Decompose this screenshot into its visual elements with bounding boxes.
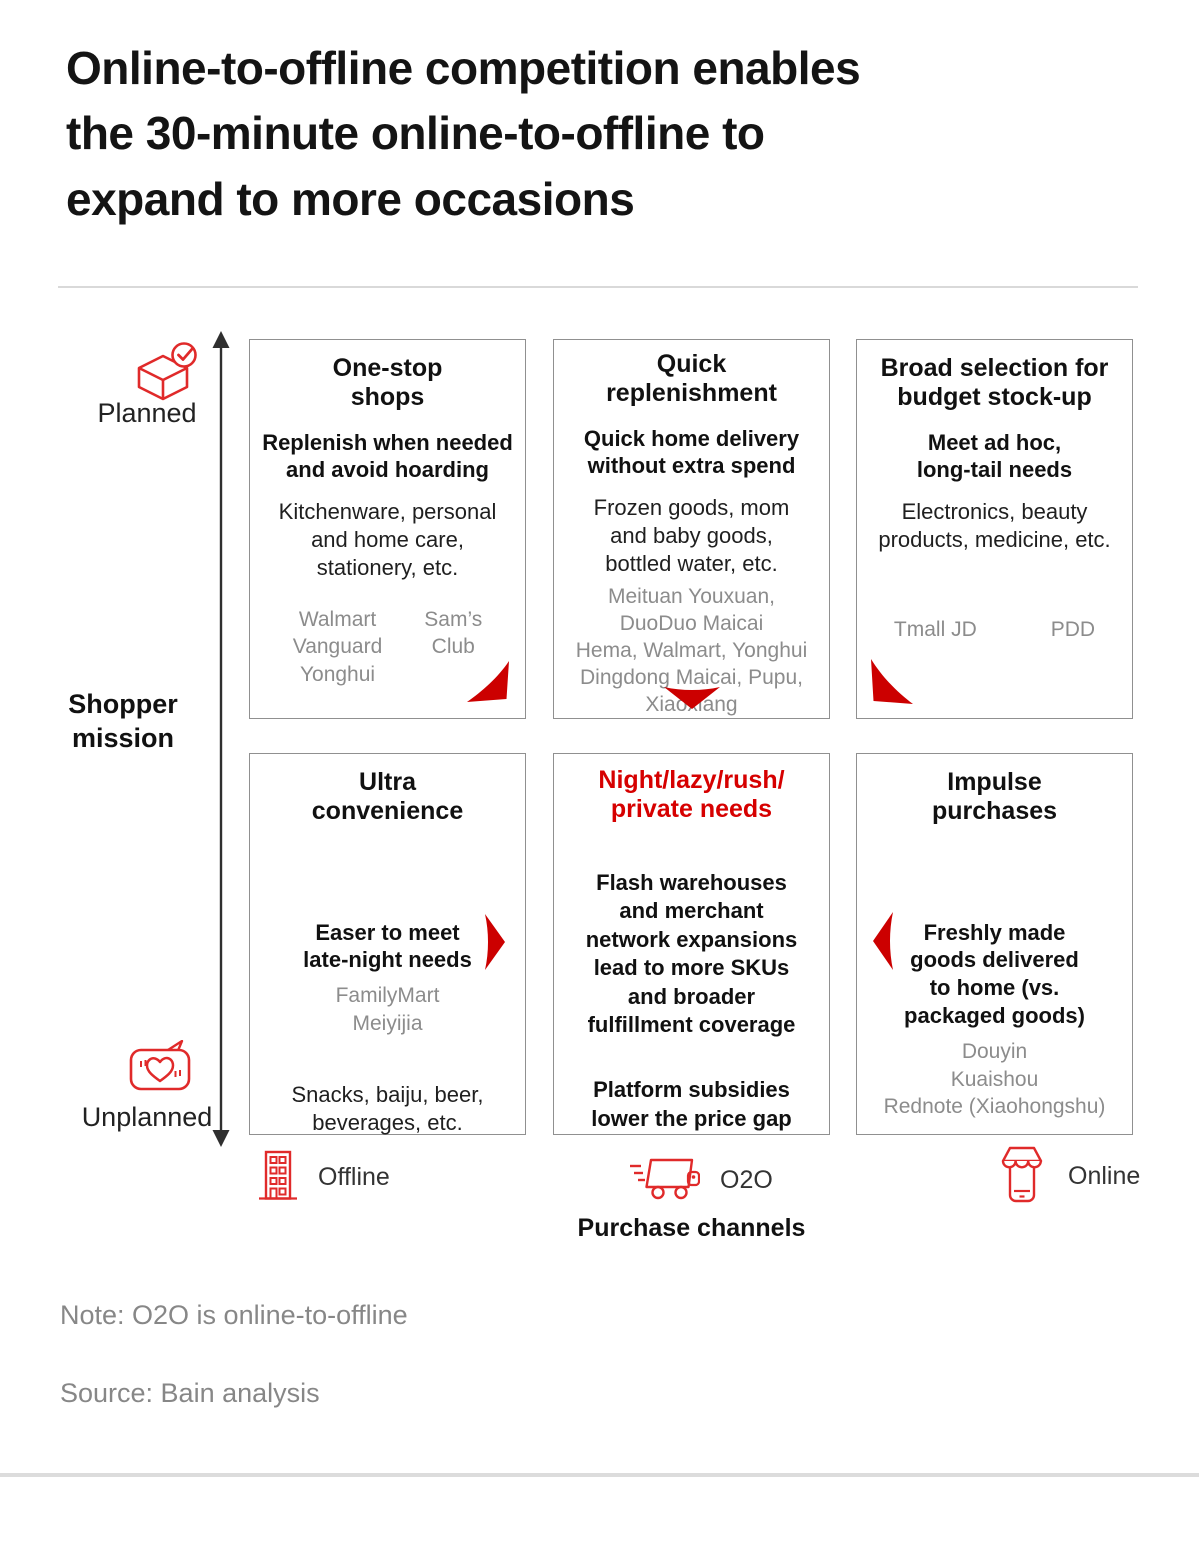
arrow-down-icon — [663, 687, 720, 714]
source-text: Source: Bain analysis — [60, 1378, 320, 1408]
matrix-box-impulse-purchases: Impulse purchases Freshly made goods del… — [856, 753, 1133, 1135]
arrow-down-left-icon — [869, 659, 915, 710]
box-brands: Meituan Youxuan, DuoDuo Maicai Hema, Wal… — [575, 585, 808, 716]
brands-column: Sam’s Club — [424, 608, 483, 659]
box-categories: Electronics, beauty products, medicine, … — [878, 499, 1111, 553]
impulse-bubble-heart-icon — [128, 1039, 196, 1107]
box-brands: FamilyMart Meiyijia — [335, 984, 440, 1035]
box-body-2: Platform subsidies lower the price gap — [591, 1077, 792, 1131]
box-benefit: Replenish when needed and avoid hoarding — [262, 429, 513, 483]
box-title: Broad selection for budget stock-up — [880, 354, 1109, 412]
box-categories: Kitchenware, personal and home care, sta… — [278, 499, 497, 581]
legend-online-label: Online — [1068, 1162, 1141, 1190]
box-brands: Walmart Vanguard Yonghui Sam’s Club — [250, 606, 525, 688]
box-benefit: Quick home delivery without extra spend — [583, 425, 800, 479]
shopper-mission-axis-arrow — [207, 331, 235, 1152]
box-benefit: Freshly made goods delivered to home (vs… — [904, 919, 1085, 1029]
building-icon — [258, 1150, 298, 1205]
box-body-1: Flash warehouses and merchant network ex… — [585, 869, 798, 1038]
axis-unplanned-label: Unplanned — [81, 1102, 213, 1132]
brands-column: Walmart Vanguard Yonghui — [292, 608, 383, 686]
top-divider — [58, 286, 1138, 288]
box-title: One-stop shops — [332, 354, 443, 412]
legend-o2o-label: O2O — [720, 1166, 773, 1194]
note-text: Note: O2O is online-to-offline — [60, 1300, 408, 1330]
matrix-box-quick-replenishment: Quick replenishment Quick home delivery … — [553, 339, 830, 719]
box-benefit: Easer to meet late-night needs — [303, 919, 472, 973]
arrow-down-right-icon — [465, 661, 511, 708]
legend-online: Online — [996, 1144, 1140, 1209]
matrix-box-one-stop-shops: One-stop shops Replenish when needed and… — [249, 339, 526, 719]
axis-title: Shopper mission — [68, 689, 178, 753]
brands-column: Tmall JD — [893, 618, 977, 642]
box-title-red: Night/lazy/rush/ private needs — [598, 766, 785, 824]
matrix-box-ultra-convenience: Ultra convenience Easer to meet late-nig… — [249, 753, 526, 1135]
brands-column: PDD — [1050, 618, 1096, 642]
matrix-box-night-lazy-rush: Night/lazy/rush/ private needs Flash war… — [553, 753, 830, 1135]
storefront-phone-icon — [996, 1144, 1048, 1209]
box-brands: Douyin Kuaishou Rednote (Xiaohongshu) — [883, 1040, 1106, 1118]
box-check-icon — [126, 342, 200, 409]
box-categories: Snacks, baiju, beer, beverages, etc. — [291, 1081, 484, 1135]
arrow-left-icon — [873, 912, 893, 975]
page-title: Online-to-offline competition enables th… — [66, 42, 861, 225]
box-title: Ultra convenience — [311, 768, 464, 826]
axis-planned-label: Planned — [97, 398, 197, 428]
legend-offline: Offline — [258, 1150, 390, 1205]
box-benefit: Meet ad hoc, long-tail needs — [916, 429, 1073, 483]
delivery-truck-icon — [628, 1154, 701, 1207]
legend-o2o: O2O — [628, 1154, 773, 1207]
bottom-divider — [0, 1473, 1199, 1477]
arrow-right-icon — [485, 914, 505, 975]
x-axis-title: Purchase channels — [577, 1214, 806, 1242]
box-brands: Tmall JD PDD — [857, 616, 1132, 643]
box-categories: Frozen goods, mom and baby goods, bottle… — [593, 495, 790, 577]
box-title: Impulse purchases — [931, 768, 1058, 826]
legend-offline-label: Offline — [318, 1163, 390, 1191]
box-title: Quick replenishment — [606, 350, 777, 408]
matrix-box-broad-selection: Broad selection for budget stock-up Meet… — [856, 339, 1133, 719]
